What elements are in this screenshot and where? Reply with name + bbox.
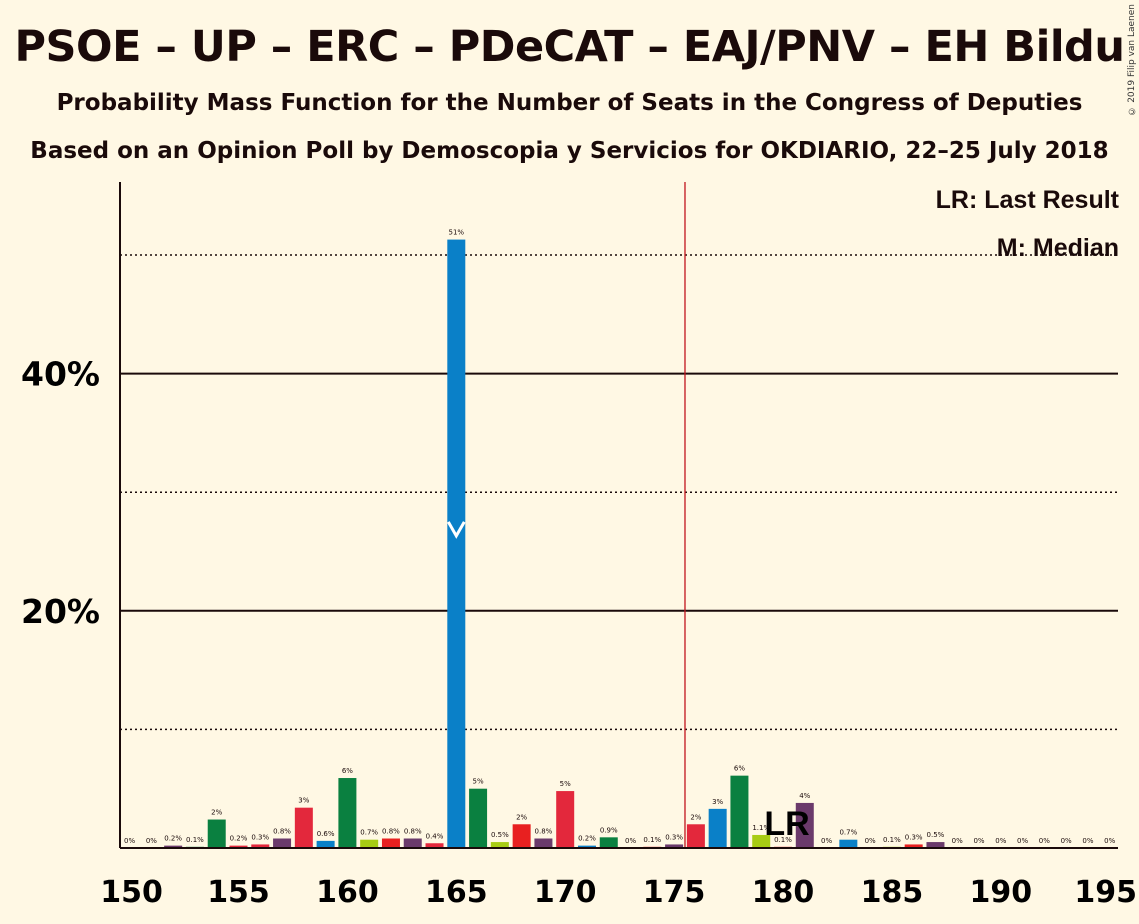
bar-label-188: 0% (952, 837, 963, 845)
bar-label-171: 0.2% (578, 835, 596, 843)
x-tick-label: 165 (425, 875, 488, 910)
bar-label-169: 0.8% (535, 828, 553, 836)
y-tick-label: 40% (21, 355, 100, 394)
bar-label-178: 6% (734, 765, 745, 773)
bar-167 (490, 842, 509, 848)
bar-label-168: 2% (516, 813, 527, 821)
bar-178 (730, 775, 749, 848)
bar-162 (381, 838, 400, 848)
bar-label-166: 5% (473, 778, 484, 786)
median-marker (446, 521, 466, 539)
bar-179 (752, 834, 771, 848)
bar-label-193: 0% (1061, 837, 1072, 845)
bar-label-183: 0.7% (839, 829, 857, 837)
chart-subtitle: Probability Mass Function for the Number… (56, 90, 1083, 116)
bar-label-170: 5% (560, 780, 571, 788)
bar-label-180: 0.1% (774, 836, 792, 844)
bar-label-182: 0% (821, 837, 832, 845)
bar-label-175: 0.3% (665, 833, 683, 841)
bars-group: 0% 0% 0.2% 0.1%2%0.2% 0.3%0.8%3%0.6%6%0.7% 0.… (124, 229, 1116, 848)
bar-label-152: 0.2% (164, 835, 182, 843)
x-tick-label: 180 (752, 875, 815, 910)
bar-164 (425, 843, 444, 848)
bar-159 (316, 840, 335, 848)
x-tick-label: 170 (534, 875, 597, 910)
bar-176 (686, 824, 705, 848)
bar-156 (251, 844, 270, 848)
bar-label-172: 0.9% (600, 826, 618, 834)
bar-label-163: 0.8% (404, 828, 422, 836)
bar-label-176: 2% (690, 813, 701, 821)
bar-label-167: 0.5% (491, 831, 509, 839)
bar-186 (904, 844, 923, 848)
bar-166 (469, 788, 488, 848)
bar-168 (512, 824, 531, 848)
bar-177 (708, 808, 727, 848)
bar-label-165: 51% (449, 229, 465, 237)
overlay-group: LR (446, 182, 810, 848)
bar-label-190: 0% (995, 837, 1006, 845)
bar-161 (360, 839, 379, 848)
grid-lines (120, 254, 1118, 731)
y-tick-label: 20% (21, 592, 100, 631)
bar-163 (403, 838, 422, 848)
bar-label-173: 0% (625, 837, 636, 845)
last-result-marker: LR (764, 805, 809, 843)
bar-label-174: 0.1% (643, 836, 661, 844)
bar-label-189: 0% (973, 837, 984, 845)
bar-181 (795, 802, 814, 848)
x-tick-label: 195 (1074, 875, 1137, 910)
axes-group: 20% 40% 150 155 160 165 170 175 180 185 190 195 (21, 182, 1137, 910)
chart-source: Based on an Opinion Poll by Demoscopia y… (30, 138, 1109, 164)
bar-label-179: 1.1% (752, 824, 770, 832)
x-tick-label: 150 (100, 875, 163, 910)
x-tick-label: 185 (861, 875, 924, 910)
bar-label-162: 0.8% (382, 828, 400, 836)
bar-label-156: 0.3% (251, 833, 269, 841)
x-tick-label: 190 (969, 875, 1032, 910)
bar-label-164: 0.4% (426, 832, 444, 840)
bar-label-184: 0% (865, 837, 876, 845)
bar-label-160: 6% (342, 767, 353, 775)
bar-label-192: 0% (1039, 837, 1050, 845)
bar-175 (665, 844, 684, 848)
x-tick-label: 155 (207, 875, 270, 910)
bar-170 (556, 791, 575, 848)
bar-154 (207, 819, 226, 848)
legend-last-result: LR: Last Result (935, 186, 1119, 214)
bar-label-181: 4% (799, 792, 810, 800)
bar-label-153: 0.1% (186, 836, 204, 844)
bar-label-151: 0% (146, 837, 157, 845)
bar-label-186: 0.3% (905, 833, 923, 841)
x-tick-label: 175 (643, 875, 706, 910)
bar-165 (447, 239, 466, 848)
x-tick-label: 160 (316, 875, 379, 910)
bar-label-161: 0.7% (360, 829, 378, 837)
bar-label-150: 0% (124, 837, 135, 845)
bar-label-191: 0% (1017, 837, 1028, 845)
bar-label-157: 0.8% (273, 828, 291, 836)
bar-152 (164, 845, 183, 848)
bar-183 (839, 839, 858, 848)
chart-title: PSOE – UP – ERC – PDeCAT – EAJ/PNV – EH … (14, 22, 1125, 72)
bar-label-185: 0.1% (883, 836, 901, 844)
bar-label-187: 0.5% (927, 831, 945, 839)
bar-169 (534, 838, 553, 848)
bar-155 (229, 845, 248, 848)
bar-label-155: 0.2% (230, 835, 248, 843)
bar-158 (294, 807, 313, 848)
bar-label-195: 0% (1104, 837, 1115, 845)
bar-172 (599, 837, 618, 848)
bar-label-158: 3% (298, 797, 309, 805)
bar-187 (926, 842, 945, 848)
legend-median: M: Median (996, 234, 1119, 262)
bar-171 (577, 845, 596, 848)
bar-157 (273, 838, 292, 848)
bar-label-177: 3% (712, 798, 723, 806)
bar-label-159: 0.6% (317, 830, 335, 838)
bar-label-154: 2% (211, 809, 222, 817)
bar-160 (338, 778, 357, 848)
bar-label-194: 0% (1082, 837, 1093, 845)
